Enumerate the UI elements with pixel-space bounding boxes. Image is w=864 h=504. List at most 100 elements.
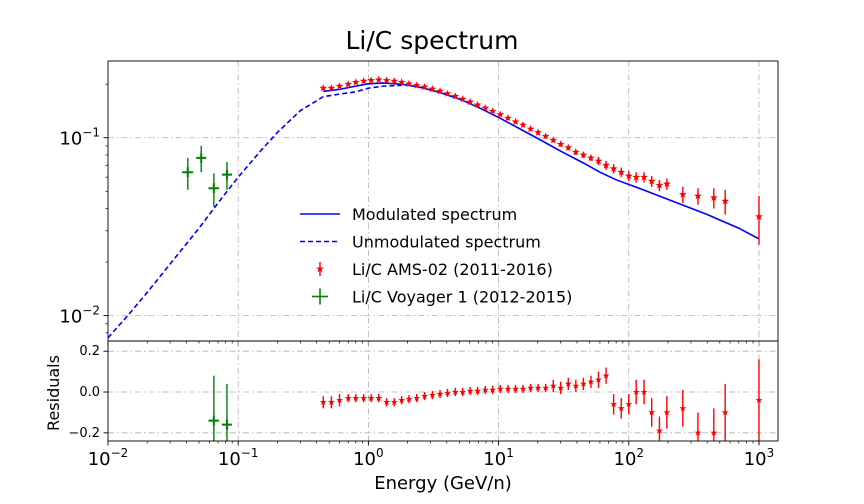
ams-data-point (579, 150, 588, 159)
legend-label: Li/C AMS-02 (2011-2016) (352, 260, 553, 279)
ams-residual-point (429, 391, 436, 398)
ams-data-point (632, 173, 640, 181)
ams-data-point (587, 153, 595, 162)
ams-data-point (367, 76, 375, 84)
ams-residual-point (413, 394, 421, 401)
x-tick-base: 10 (353, 449, 376, 470)
y-tick-base: 10 (59, 307, 82, 328)
ams-data-point (451, 92, 460, 100)
ams-data-point (541, 132, 550, 140)
ams-data-point (390, 77, 399, 85)
legend-label: Unmodulated spectrum (352, 233, 541, 252)
residual-y-tick-label: 0.2 (79, 344, 100, 359)
ams-residual-point (481, 386, 489, 393)
x-tick-base: 10 (744, 449, 767, 470)
x-tick-label: 10−2 (88, 446, 129, 470)
ams-data-point (624, 171, 633, 180)
ams-residual-point (617, 404, 625, 412)
x-tick-base: 10 (614, 449, 637, 470)
ams-residual-point (587, 378, 595, 385)
legend-entry: Modulated spectrum (300, 205, 517, 224)
ams-data-point (428, 84, 437, 93)
ams-data-point (436, 87, 444, 95)
ams-residual-point (640, 388, 648, 395)
legend-entry: Unmodulated spectrum (300, 233, 541, 252)
ams-residual-point (344, 394, 352, 401)
y-tick-exponent: −1 (82, 126, 100, 140)
ams-data-point (458, 95, 467, 103)
ams-data-point (617, 168, 626, 176)
ams-residual-point (466, 387, 474, 394)
ams-residual-point (656, 427, 663, 434)
legend-entry: Li/C Voyager 1 (2012-2015) (312, 288, 572, 307)
residuals-axis-label: Residuals (44, 355, 63, 431)
ams-residual-point (405, 395, 413, 402)
ams-residual-point (496, 385, 504, 392)
unmodulated-spectrum-line (108, 84, 402, 339)
voyager-data-point (221, 169, 232, 180)
ams-data-point (549, 136, 558, 144)
ams-residual-point (542, 384, 550, 391)
voyager-residual-point (221, 419, 232, 430)
ams-data-point (351, 78, 360, 86)
ams-residual-point (512, 385, 519, 392)
ams-data-point (679, 190, 687, 198)
ams-residual-point (519, 385, 527, 392)
ams-residual-point (663, 408, 671, 416)
ams-residual-point (459, 388, 467, 395)
ams-residual-point (319, 398, 327, 406)
residuals-axes-frame (107, 340, 779, 442)
legend-entry: Li/C AMS-02 (2011-2016) (316, 260, 553, 279)
ams-residual-point (444, 389, 451, 396)
ams-residual-point (336, 396, 343, 404)
ams-data-point (710, 193, 718, 201)
ams-residual-point (694, 429, 702, 436)
voyager-data-point (182, 167, 193, 178)
ams-data-point (359, 77, 368, 85)
ams-residual-point (721, 408, 729, 416)
x-tick-exponent: 2 (636, 446, 644, 460)
ams-data-point (602, 161, 610, 169)
ams-residual-point (648, 408, 656, 416)
ams-residual-point (679, 404, 687, 412)
ams-data-point (443, 89, 452, 97)
ams-residual-point (557, 384, 565, 391)
x-tick-exponent: 1 (506, 446, 514, 460)
ams-residual-point (474, 387, 481, 394)
ams-data-point (374, 75, 383, 83)
ams-data-point (504, 114, 512, 122)
ams-residual-point (421, 392, 428, 399)
spectrum-plot-area (108, 75, 763, 339)
x-tick-label: 103 (744, 446, 775, 470)
residual-y-tick-label: 0.0 (79, 385, 100, 400)
y-tick-label: 10−1 (59, 126, 100, 150)
ams-data-point (412, 81, 421, 89)
x-axis-label: Energy (GeV/n) (374, 473, 512, 494)
residual-y-tick-label: −0.2 (68, 426, 100, 441)
ams-residual-point (610, 400, 617, 408)
ams-data-point (488, 107, 497, 115)
ams-residual-point (328, 398, 335, 406)
ams-data-point (640, 173, 648, 181)
ams-residual-point (383, 398, 390, 406)
x-tick-label: 100 (353, 446, 384, 470)
ams-residual-point (489, 386, 496, 393)
legend-star-swatch (316, 265, 324, 273)
spectrum-panel: 10−210−1 (59, 60, 779, 346)
ams-residual-point (390, 398, 398, 406)
ams-residual-point (572, 382, 580, 389)
y-tick-exponent: −2 (82, 304, 100, 318)
y-tick-label: 10−2 (59, 304, 100, 328)
voyager-data-point (196, 152, 207, 163)
ams-data-point (511, 117, 520, 125)
ams-data-point (473, 100, 482, 109)
x-tick-base: 10 (218, 449, 241, 470)
ams-residual-point (602, 372, 610, 379)
x-tick-label: 101 (483, 446, 514, 470)
x-tick-base: 10 (88, 449, 111, 470)
legend-label: Li/C Voyager 1 (2012-2015) (352, 288, 572, 307)
ams-data-point (405, 79, 413, 88)
x-tick-exponent: −2 (111, 446, 129, 460)
